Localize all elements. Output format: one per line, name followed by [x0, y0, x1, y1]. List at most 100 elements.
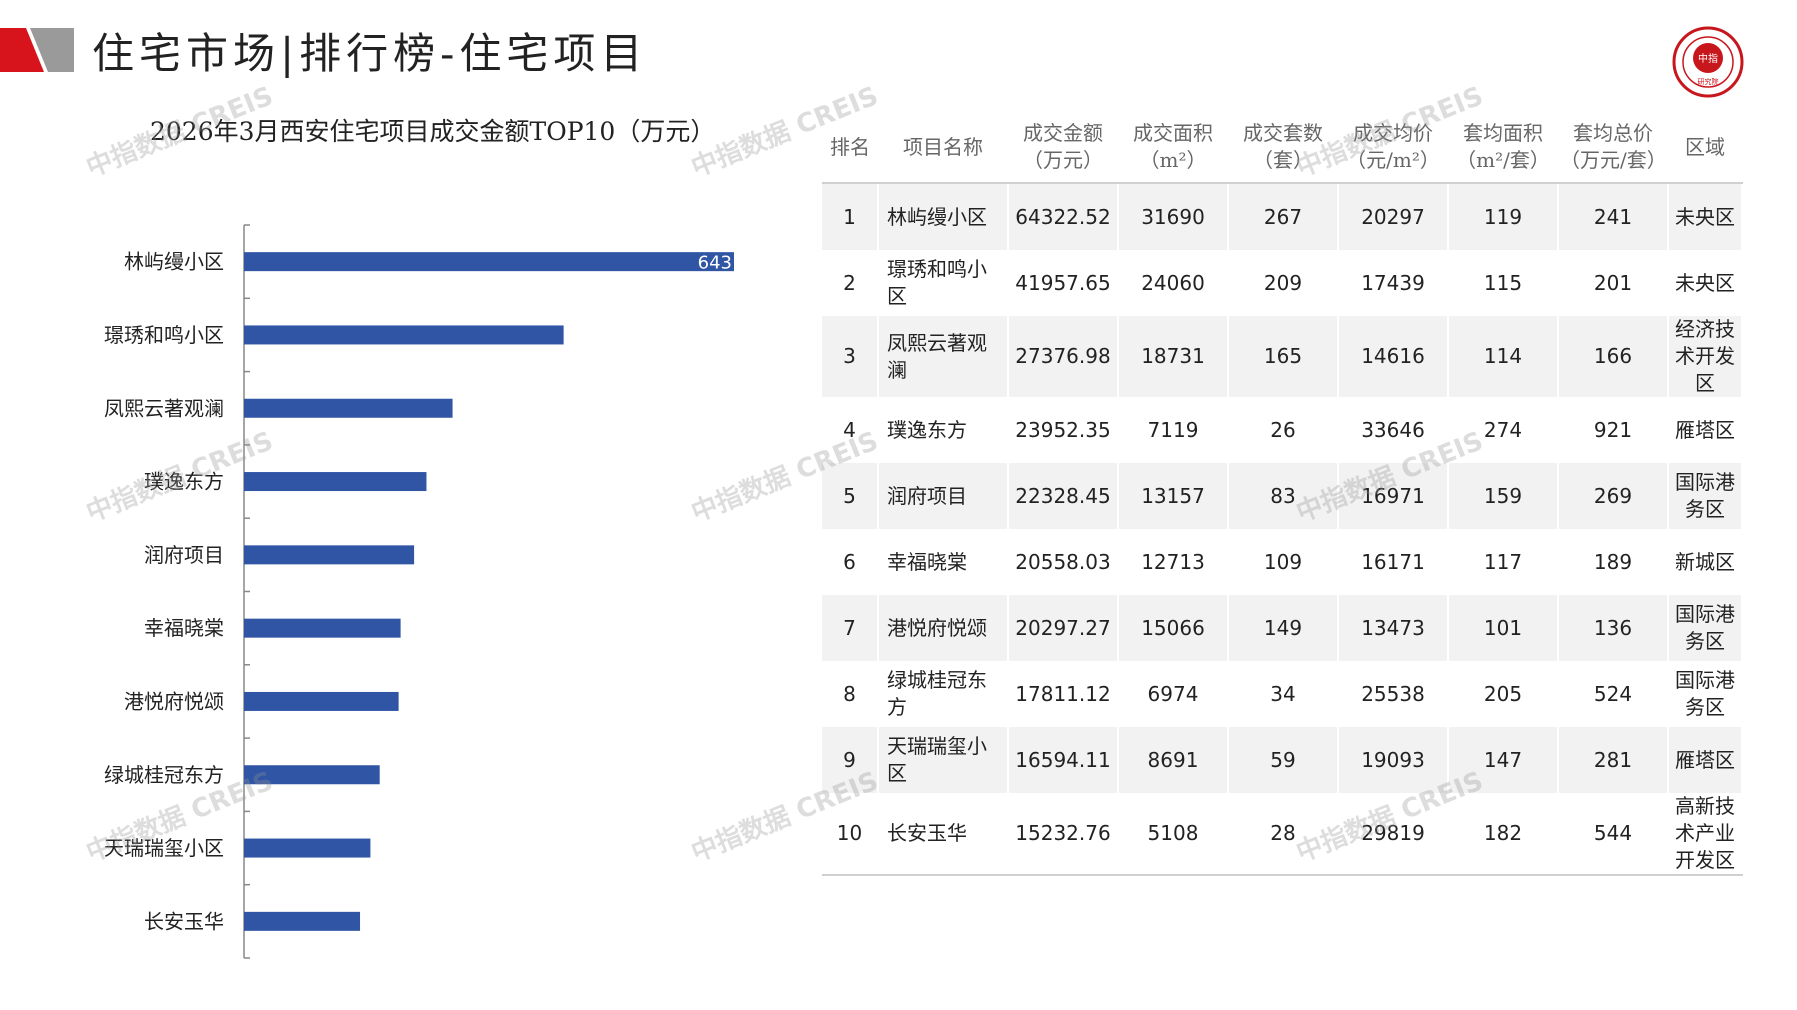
table-cell: 20297: [1338, 183, 1449, 250]
column-header-text: 成交套数: [1243, 121, 1323, 145]
table-cell: 64322.52: [1008, 183, 1119, 250]
category-label: 绿城桂冠东方: [104, 763, 224, 787]
column-header-text: （套）: [1253, 148, 1313, 172]
table-cell: 林屿缦小区: [878, 183, 1009, 250]
table-cell: 长安玉华: [878, 793, 1009, 876]
bar: [244, 765, 380, 785]
table-cell: 101: [1448, 595, 1559, 661]
table-cell: 国际港 务区: [1668, 463, 1743, 529]
table-header-row: 排名 项目名称 成交金额 （万元） 成交面积 （m²） 成交套数 （套） 成交均价 （元/m²） 套…: [822, 112, 1742, 184]
bar: [244, 325, 564, 345]
table-cell: 8: [822, 661, 879, 727]
table-cell: 159: [1448, 463, 1559, 529]
table-cell: 149: [1228, 595, 1339, 661]
column-header: 成交金额 （万元）: [1008, 112, 1118, 184]
table-cell: 182: [1448, 793, 1559, 876]
ranking-table: 排名 项目名称 成交金额 （万元） 成交面积 （m²） 成交套数 （套） 成交均价 （元/m²） 套…: [822, 112, 1743, 876]
column-header-text: 区域: [1685, 134, 1725, 159]
chart-title: 2026年3月西安住宅项目成交金额TOP10（万元）: [150, 117, 716, 146]
table-cell: 921: [1558, 397, 1669, 463]
column-header-text: （万元）: [1023, 148, 1103, 172]
table-body: 1 林屿缦小区 64322.52 31690 267 20297 119 241 未央区 2 璟琇和…: [822, 183, 1743, 876]
bar: [244, 252, 734, 272]
table-cell: 17811.12: [1008, 661, 1119, 727]
table-cell: 2: [822, 250, 879, 316]
table-cell: 16171: [1338, 529, 1449, 595]
table-cell: 7119: [1118, 397, 1229, 463]
table-cell: 281: [1558, 727, 1669, 793]
column-header-text: （万元/套）: [1560, 148, 1667, 172]
column-header-text: （m²）: [1139, 148, 1207, 172]
column-header: 套均面积 （m²/套）: [1448, 112, 1558, 184]
table-cell: 13157: [1118, 463, 1229, 529]
table-cell: 114: [1448, 316, 1559, 397]
column-header-text: 成交均价: [1353, 121, 1433, 145]
svg-text:中指: 中指: [1698, 52, 1718, 65]
table-cell: 13473: [1338, 595, 1449, 661]
table-cell: 25538: [1338, 661, 1449, 727]
table-cell: 璞逸东方: [878, 397, 1009, 463]
column-header-text: 成交金额: [1023, 121, 1103, 145]
table-cell: 119: [1448, 183, 1559, 250]
table-cell: 41957.65: [1008, 250, 1119, 316]
table-cell: 274: [1448, 397, 1559, 463]
china-index-academy-logo: 中指 研究院: [1672, 26, 1744, 98]
table-row: 7 港悦府悦颂 20297.27 15066 149 13473 101 136 国际港 务区: [822, 595, 1743, 661]
table-cell: 83: [1228, 463, 1339, 529]
table-cell: 34: [1228, 661, 1339, 727]
table-cell: 33646: [1338, 397, 1449, 463]
svg-text:研究院: 研究院: [1698, 77, 1719, 86]
table-cell: 国际港 务区: [1668, 595, 1743, 661]
table-cell: 16971: [1338, 463, 1449, 529]
table-cell: 59: [1228, 727, 1339, 793]
table-row: 9 天瑞瑞玺小区 16594.11 8691 59 19093 147 281 雁塔区: [822, 727, 1743, 793]
table-cell: 8691: [1118, 727, 1229, 793]
table-cell: 天瑞瑞玺小区: [878, 727, 1009, 793]
category-label: 璟琇和鸣小区: [104, 323, 224, 347]
table-row: 10 长安玉华 15232.76 5108 28 29819 182 544 高新技 术产业 开发区: [822, 793, 1743, 876]
table-cell: 16594.11: [1008, 727, 1119, 793]
column-header-text: 套均面积: [1463, 121, 1543, 145]
table-cell: 544: [1558, 793, 1669, 876]
table-cell: 165: [1228, 316, 1339, 397]
table-cell: 109: [1228, 529, 1339, 595]
column-header: 项目名称: [878, 112, 1008, 184]
column-header: 排名: [822, 112, 878, 184]
bar: [244, 545, 415, 565]
column-header: 套均总价 （万元/套）: [1558, 112, 1668, 184]
table-row: 3 凤熙云著观澜 27376.98 18731 165 14616 114 166 经济技 术开发…: [822, 316, 1743, 397]
table-row: 1 林屿缦小区 64322.52 31690 267 20297 119 241 未央区: [822, 183, 1743, 250]
category-label: 凤熙云著观澜: [104, 396, 224, 420]
bar: [244, 618, 401, 638]
table-cell: 267: [1228, 183, 1339, 250]
table-cell: 1: [822, 183, 879, 250]
table-cell: 209: [1228, 250, 1339, 316]
table-cell: 港悦府悦颂: [878, 595, 1009, 661]
table-row: 5 润府项目 22328.45 13157 83 16971 159 269 国际港 务区: [822, 463, 1743, 529]
table-cell: 15232.76: [1008, 793, 1119, 876]
category-label: 璞逸东方: [144, 470, 224, 494]
table-cell: 高新技 术产业 开发区: [1668, 793, 1743, 876]
table-row: 2 璟琇和鸣小区 41957.65 24060 209 17439 115 201 未央区: [822, 250, 1743, 316]
table-cell: 绿城桂冠东方: [878, 661, 1009, 727]
column-header: 区域: [1668, 112, 1742, 184]
table-cell: 润府项目: [878, 463, 1009, 529]
table-cell: 未央区: [1668, 183, 1743, 250]
table-cell: 117: [1448, 529, 1559, 595]
table-cell: 5108: [1118, 793, 1229, 876]
category-label: 林屿缦小区: [124, 250, 224, 274]
table-cell: 31690: [1118, 183, 1229, 250]
column-header-text: 项目名称: [903, 134, 983, 159]
table-cell: 未央区: [1668, 250, 1743, 316]
table-cell: 4: [822, 397, 879, 463]
table-cell: 新城区: [1668, 529, 1743, 595]
table-cell: 10: [822, 793, 879, 876]
table-cell: 17439: [1338, 250, 1449, 316]
page-title: 住宅市场|排行榜-住宅项目: [92, 29, 648, 78]
table-cell: 23952.35: [1008, 397, 1119, 463]
table-cell: 凤熙云著观澜: [878, 316, 1009, 397]
category-label: 长安玉华: [144, 909, 224, 933]
column-header-text: 排名: [830, 134, 870, 159]
column-header: 成交均价 （元/m²）: [1338, 112, 1448, 184]
category-label: 港悦府悦颂: [124, 689, 224, 713]
